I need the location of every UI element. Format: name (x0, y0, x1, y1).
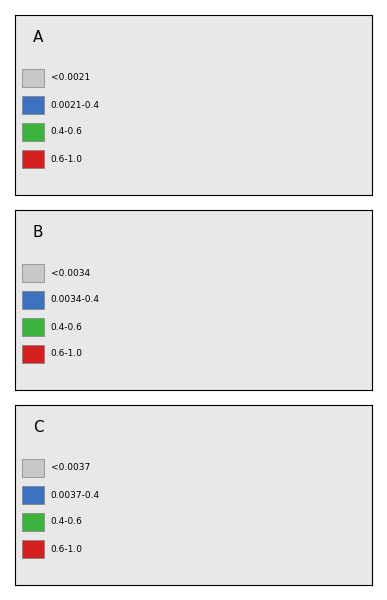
Text: 0.6-1.0: 0.6-1.0 (51, 545, 83, 553)
Text: B: B (33, 225, 43, 240)
Bar (22, 96, 44, 114)
Bar (22, 123, 44, 141)
Text: A: A (33, 30, 43, 45)
Text: 0.0034-0.4: 0.0034-0.4 (51, 295, 100, 304)
Bar (22, 345, 44, 363)
Text: <0.0021: <0.0021 (51, 73, 90, 82)
Bar (22, 513, 44, 531)
Text: <0.0034: <0.0034 (51, 269, 90, 277)
Text: 0.4-0.6: 0.4-0.6 (51, 127, 82, 136)
Bar (22, 459, 44, 477)
Text: 0.4-0.6: 0.4-0.6 (51, 517, 82, 527)
Text: 0.6-1.0: 0.6-1.0 (51, 349, 83, 358)
Text: <0.0037: <0.0037 (51, 463, 90, 473)
Text: 0.4-0.6: 0.4-0.6 (51, 323, 82, 331)
Bar (22, 486, 44, 504)
Text: 0.6-1.0: 0.6-1.0 (51, 154, 83, 163)
Bar (22, 540, 44, 558)
Text: 0.0037-0.4: 0.0037-0.4 (51, 491, 100, 499)
Bar (22, 150, 44, 168)
Bar (22, 69, 44, 87)
Bar (22, 318, 44, 336)
Bar (22, 291, 44, 309)
Text: C: C (33, 420, 43, 435)
Bar (22, 264, 44, 282)
Text: 0.0021-0.4: 0.0021-0.4 (51, 100, 100, 109)
